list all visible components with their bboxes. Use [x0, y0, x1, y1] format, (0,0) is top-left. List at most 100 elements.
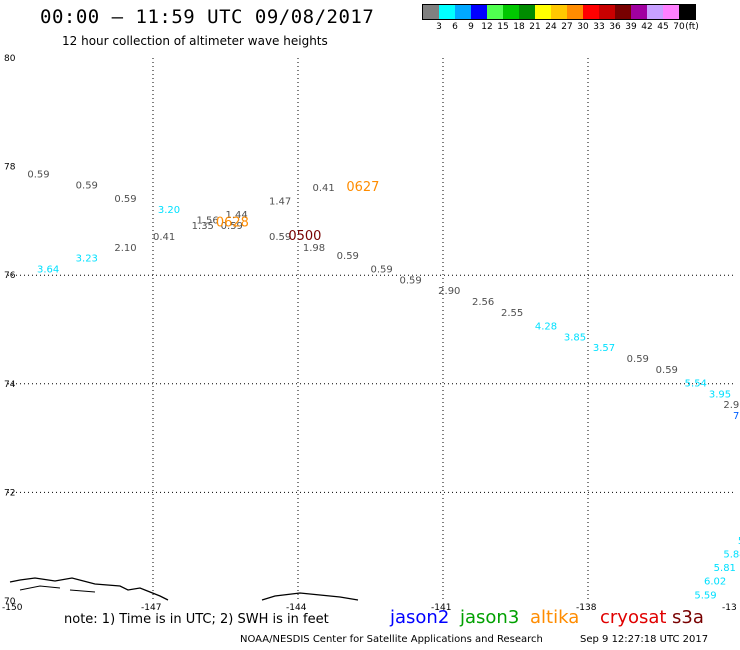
legend-swatch [519, 5, 535, 19]
legend-label: 15 [497, 22, 509, 32]
swh-label: 3.20 [158, 205, 180, 216]
legend-label: 33 [593, 22, 605, 32]
legend-label: 30 [577, 22, 589, 32]
swh-label: 2.90 [438, 286, 460, 297]
swh-label: 3.85 [564, 332, 586, 343]
lon-label: -13 [722, 603, 737, 613]
swh-label: 1.47 [269, 197, 291, 208]
swh-label: 4.28 [535, 322, 557, 333]
legend-label: 45 [657, 22, 669, 32]
swh-label: 7.30 [733, 411, 740, 422]
swh-label: 0.59 [269, 232, 291, 243]
legend-swatch [535, 5, 551, 19]
swh-label: 2.93 [723, 400, 740, 411]
lat-label: 76 [4, 271, 16, 281]
legend-swatch [631, 5, 647, 19]
legend-swatch [615, 5, 631, 19]
footer-note: note: 1) Time is in UTC; 2) SWH is in fe… [64, 612, 329, 627]
swh-label: 2.10 [114, 243, 136, 254]
pass-time-label: 0628 [216, 215, 249, 230]
lon-label: -150 [2, 603, 23, 613]
legend-label: (ft) [685, 22, 699, 32]
swh-label: 5.81 [714, 563, 736, 574]
lat-label: 72 [4, 488, 15, 498]
satellite-s3a: s3a [672, 607, 704, 628]
credit-text: NOAA/NESDIS Center for Satellite Applica… [240, 634, 543, 645]
swh-label: 0.59 [656, 365, 678, 376]
satellite-altika: altika [530, 607, 580, 628]
swh-label: 6.02 [704, 577, 726, 588]
legend-label: 36 [609, 22, 621, 32]
coastline [19, 585, 96, 593]
legend-label: 27 [561, 22, 573, 32]
swh-label: 5.52 [738, 536, 740, 547]
legend-label: 21 [529, 22, 541, 32]
swh-label: 3.64 [37, 264, 59, 275]
swh-label: 0.59 [400, 275, 422, 286]
coastline [261, 592, 359, 601]
lat-label: 78 [4, 163, 16, 173]
swh-label: 0.59 [76, 180, 98, 191]
page-title: 00:00 – 11:59 UTC 09/08/2017 [40, 6, 375, 28]
legend-swatch [471, 5, 487, 19]
swh-label: 2.55 [501, 308, 523, 319]
legend-labels: 3 6 9 12 15 18 21 24 27 30 33 36 39 42 45 70 (ft) [422, 22, 740, 36]
page-subtitle: 12 hour collection of altimeter wave hei… [62, 34, 328, 48]
legend-label: 18 [513, 22, 525, 32]
legend-label: 39 [625, 22, 637, 32]
swh-label: 0.41 [153, 232, 175, 243]
legend-swatch [423, 5, 439, 19]
swh-label: 1.44 [226, 210, 248, 221]
legend-swatch [599, 5, 615, 19]
legend-swatch [583, 5, 599, 19]
swh-label: 2.56 [472, 297, 494, 308]
swh-label: 3.23 [76, 254, 98, 265]
legend-label: 6 [452, 22, 458, 32]
swh-label: 1.56 [197, 216, 219, 227]
lon-label: -141 [431, 603, 451, 613]
legend-swatch [679, 5, 695, 19]
legend-swatch [487, 5, 503, 19]
legend-swatch [439, 5, 455, 19]
swh-label: 5.54 [685, 379, 707, 390]
legend-swatch [647, 5, 663, 19]
swh-label: 5.84 [723, 550, 740, 561]
swh-label: 0.59 [337, 251, 359, 262]
lon-label: -144 [286, 603, 307, 613]
lat-label: 74 [4, 380, 16, 390]
swh-label: 0.59 [114, 194, 136, 205]
swh-label: 3.95 [709, 389, 731, 400]
lon-label: -147 [141, 603, 161, 613]
coastline [9, 577, 169, 601]
lat-label: 80 [4, 54, 16, 64]
satellite-jason2: jason2 [390, 607, 450, 628]
legend-label: 3 [436, 22, 442, 32]
swh-label: 5.59 [694, 590, 716, 601]
pass-time-label: 0627 [346, 180, 379, 195]
swh-label: 0.59 [27, 169, 49, 180]
legend-label: 24 [545, 22, 557, 32]
satellite-jason3: jason3 [460, 607, 520, 628]
swh-label: 0.41 [313, 183, 335, 194]
swh-label: 0.59 [221, 221, 243, 232]
credit-timestamp: Sep 9 12:27:18 UTC 2017 [580, 634, 709, 645]
swh-label: 0.59 [371, 264, 393, 275]
legend-label: 9 [468, 22, 474, 32]
swh-label: 1.35 [192, 221, 214, 232]
legend-swatch [503, 5, 519, 19]
satellite-cryosat: cryosat [600, 607, 667, 628]
legend-label: 70 [673, 22, 685, 32]
legend-label: 42 [641, 22, 653, 32]
legend-swatch [663, 5, 679, 19]
legend-swatch [567, 5, 583, 19]
legend-swatch [455, 5, 471, 19]
pass-time-label: 0500 [288, 229, 321, 244]
swh-label: 0.59 [627, 354, 649, 365]
swh-label: 3.57 [593, 343, 615, 354]
legend-label: 12 [481, 22, 493, 32]
swh-label: 1.98 [303, 243, 325, 254]
lon-label: -138 [576, 603, 597, 613]
lat-label: 70 [4, 597, 16, 607]
legend-swatch [551, 5, 567, 19]
